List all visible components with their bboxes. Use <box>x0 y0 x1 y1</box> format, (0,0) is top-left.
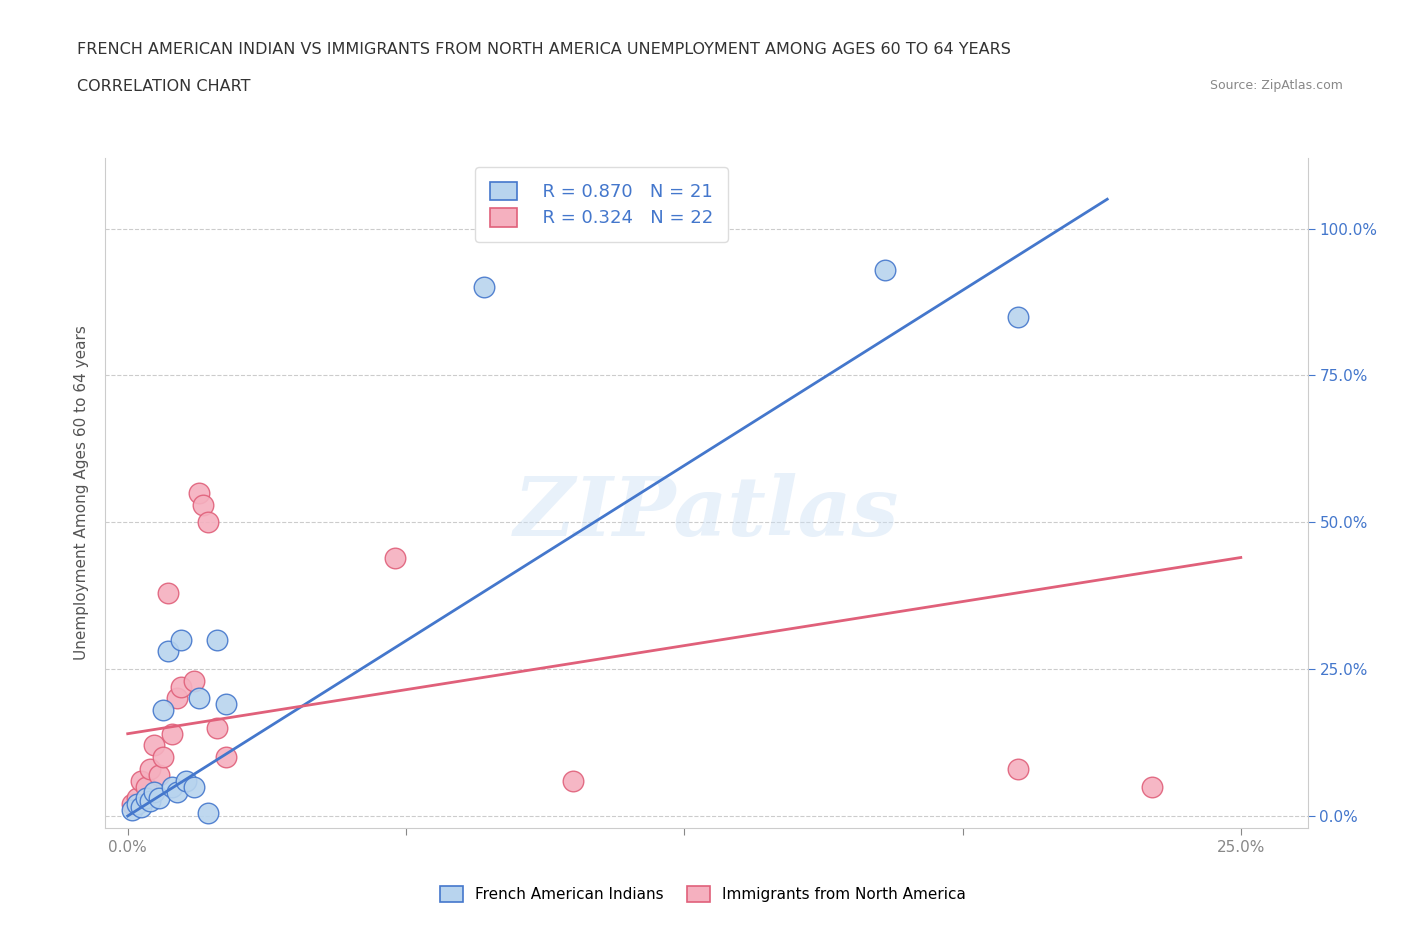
Point <box>148 790 170 805</box>
Point <box>873 262 896 277</box>
Point <box>143 738 166 753</box>
Point <box>162 726 183 741</box>
Point <box>183 779 205 794</box>
Point <box>139 794 162 809</box>
Point <box>148 767 170 782</box>
Point <box>188 691 211 706</box>
Point <box>214 750 236 764</box>
Point <box>197 805 219 820</box>
Point <box>125 797 148 812</box>
Point <box>197 515 219 530</box>
Point <box>174 773 197 788</box>
Point <box>205 721 228 736</box>
Point <box>183 673 205 688</box>
Point <box>193 498 215 512</box>
Point <box>205 632 228 647</box>
Point <box>214 697 236 711</box>
Text: CORRELATION CHART: CORRELATION CHART <box>77 79 250 94</box>
Text: ZIPatlas: ZIPatlas <box>513 473 900 553</box>
Point <box>1140 779 1163 794</box>
Legend:   R = 0.870   N = 21,   R = 0.324   N = 22: R = 0.870 N = 21, R = 0.324 N = 22 <box>475 167 728 242</box>
Point <box>166 785 188 800</box>
Point <box>1007 310 1029 325</box>
Legend: French American Indians, Immigrants from North America: French American Indians, Immigrants from… <box>434 880 972 909</box>
Point <box>129 800 152 815</box>
Point <box>156 644 179 659</box>
Point <box>162 779 183 794</box>
Point <box>152 703 174 718</box>
Text: Source: ZipAtlas.com: Source: ZipAtlas.com <box>1209 79 1343 92</box>
Point <box>121 803 143 817</box>
Point <box>166 691 188 706</box>
Point <box>125 790 148 805</box>
Point <box>170 679 193 694</box>
Point <box>135 790 157 805</box>
Point <box>152 750 174 764</box>
Point <box>143 785 166 800</box>
Point <box>129 773 152 788</box>
Point <box>384 550 406 565</box>
Point <box>156 585 179 600</box>
Point <box>472 280 495 295</box>
Point <box>561 773 585 788</box>
Point <box>139 762 162 777</box>
Y-axis label: Unemployment Among Ages 60 to 64 years: Unemployment Among Ages 60 to 64 years <box>75 326 90 660</box>
Point <box>188 485 211 500</box>
Text: FRENCH AMERICAN INDIAN VS IMMIGRANTS FROM NORTH AMERICA UNEMPLOYMENT AMONG AGES : FRENCH AMERICAN INDIAN VS IMMIGRANTS FRO… <box>77 42 1011 57</box>
Point <box>135 779 157 794</box>
Point <box>121 797 143 812</box>
Point <box>1007 762 1029 777</box>
Point <box>170 632 193 647</box>
